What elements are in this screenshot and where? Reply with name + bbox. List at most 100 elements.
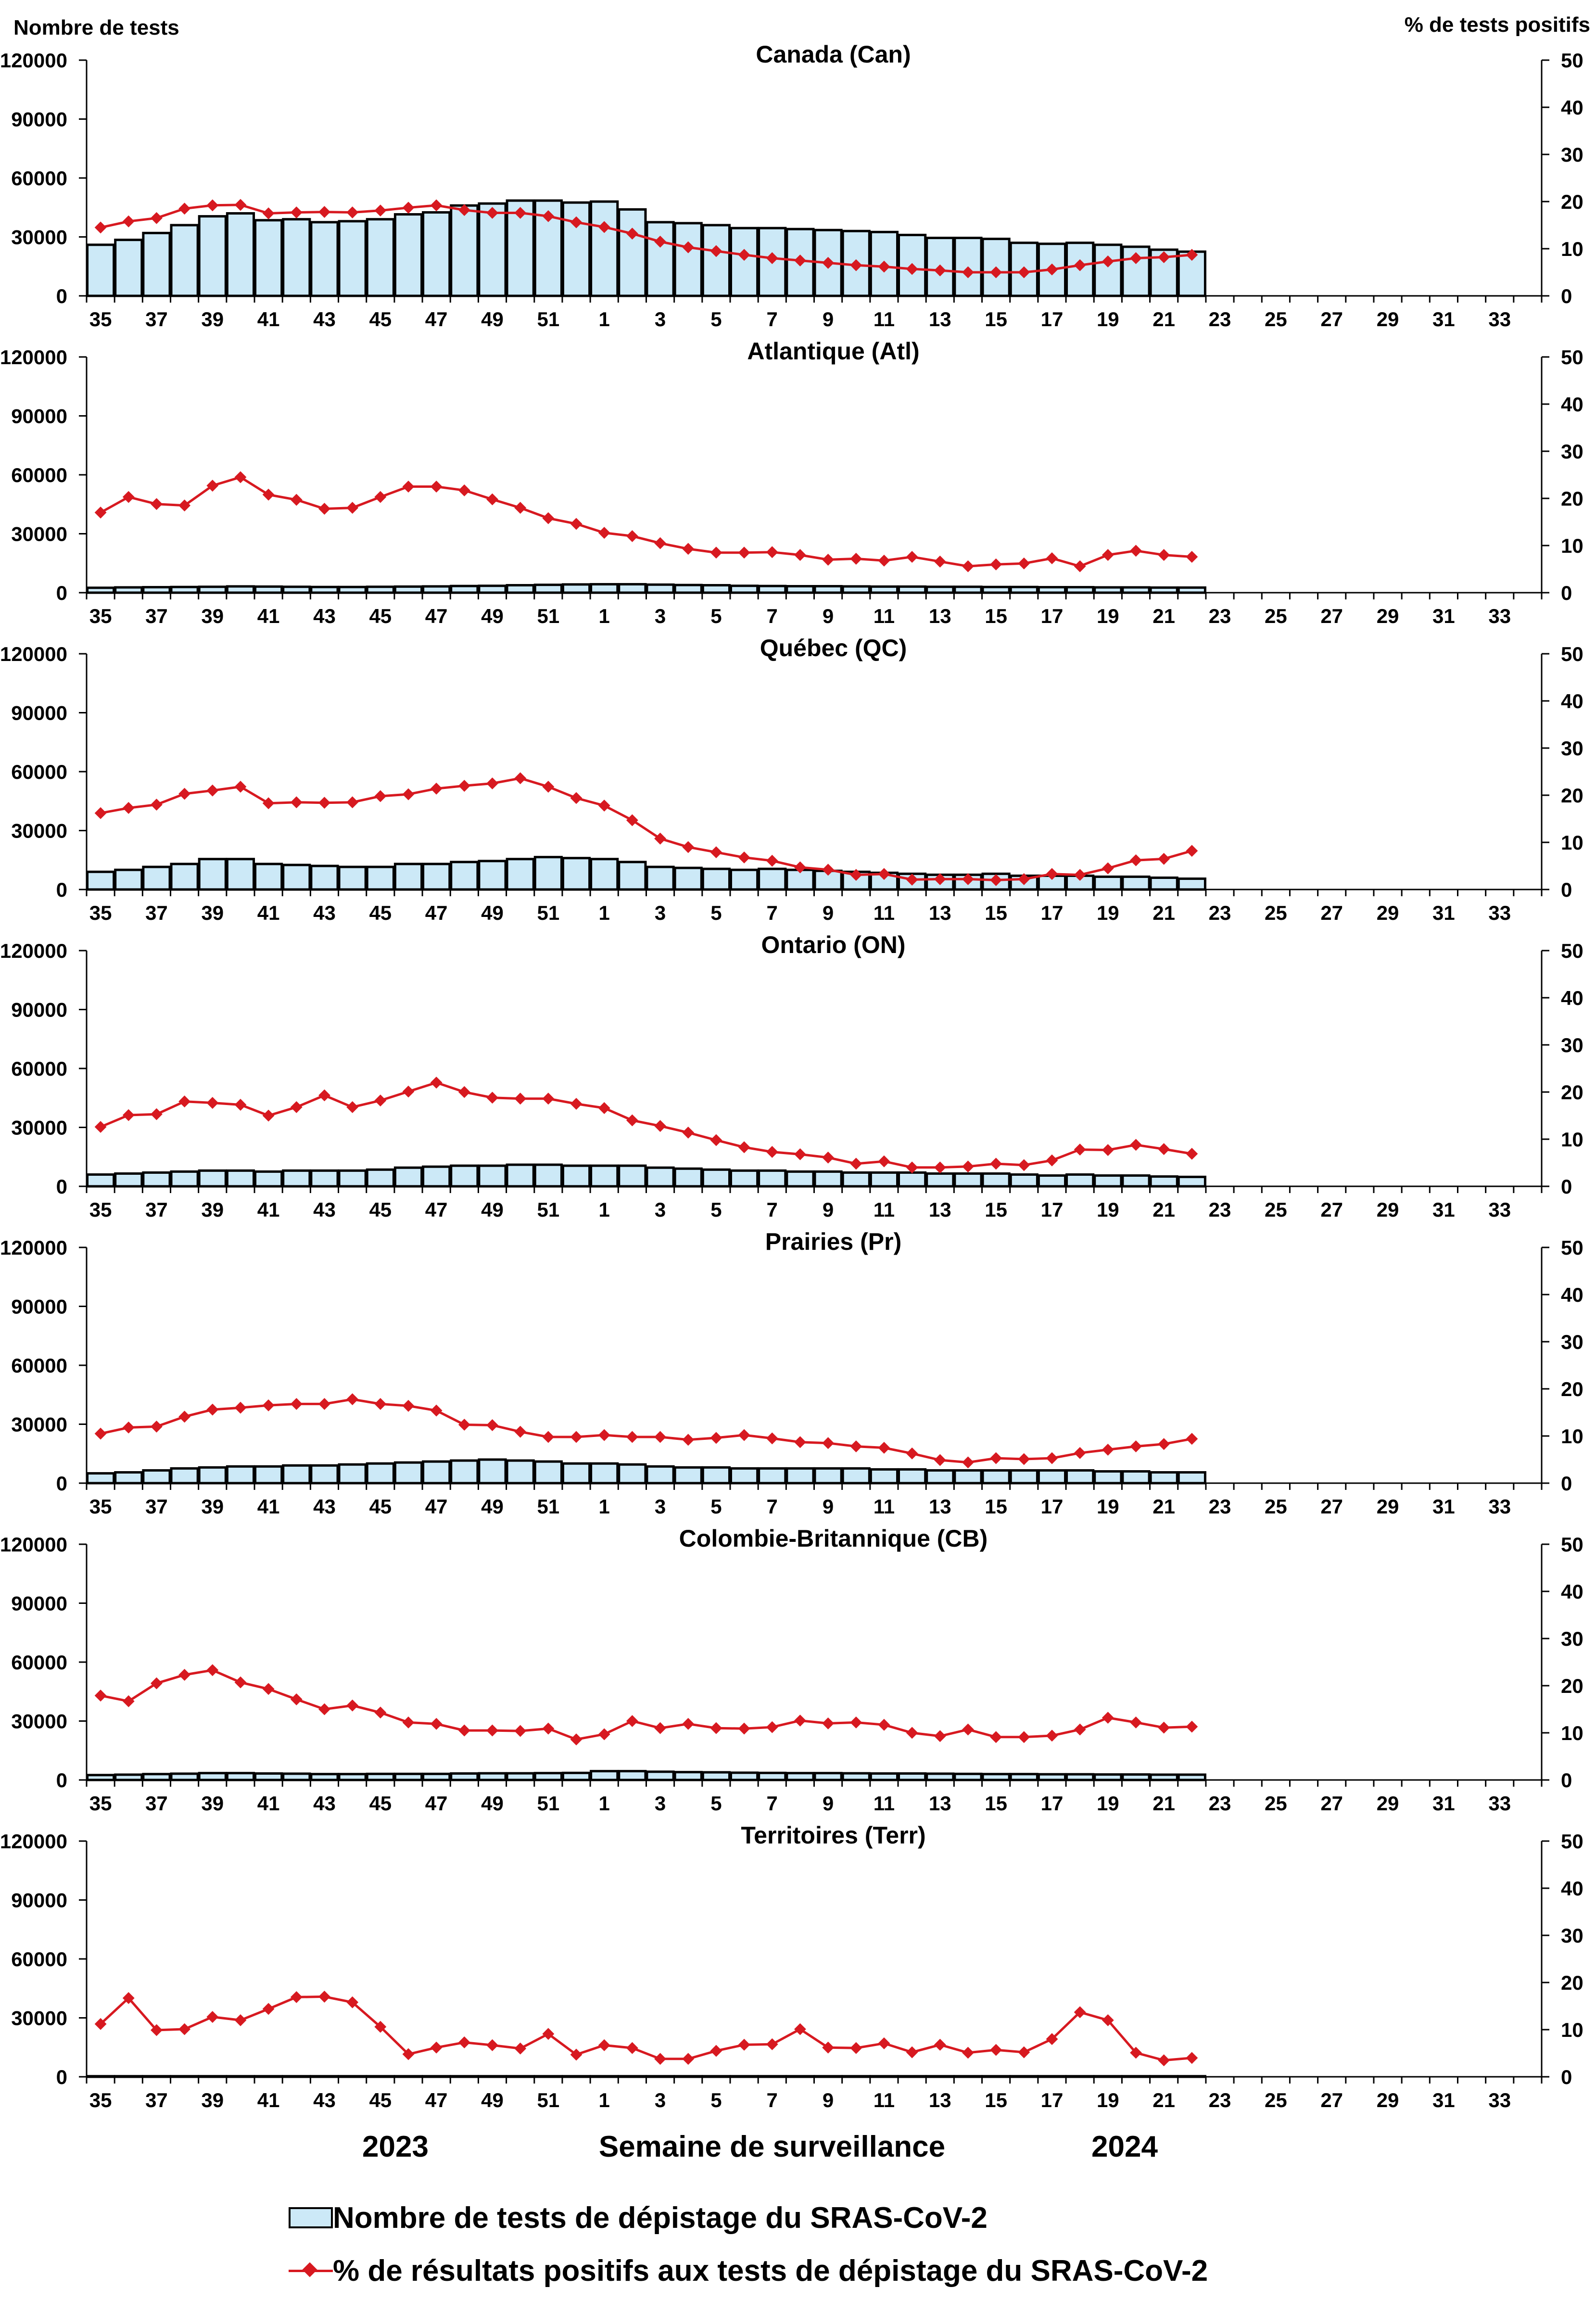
pct-positive-point: [822, 1717, 835, 1729]
test-count-bar: [142, 865, 171, 891]
pct-positive-point: [346, 1996, 359, 2008]
pct-positive-point: [1046, 263, 1058, 276]
y-left-tick-label: 120000: [0, 940, 67, 962]
test-count-bar: [1037, 1773, 1067, 1781]
test-count-bar: [310, 2075, 339, 2078]
y-left-tick-label: 30000: [11, 1413, 67, 1436]
pct-positive-point: [542, 512, 555, 524]
test-count-bar: [785, 2075, 815, 2078]
pct-positive-point: [1158, 1721, 1170, 1734]
test-count-bar: [1093, 1174, 1123, 1188]
test-count-bar: [450, 1164, 479, 1188]
test-count-bar: [393, 1772, 423, 1781]
test-count-bar: [478, 2075, 507, 2078]
test-count-bar: [1177, 877, 1206, 891]
x-tick-label: 27: [1320, 902, 1343, 924]
test-count-bar: [478, 1772, 507, 1781]
panel-title: Atlantique (Atl): [747, 338, 919, 365]
y-right-tick-label: 0: [1561, 1472, 1572, 1495]
test-count-bar: [142, 1469, 171, 1485]
y-right-tick-label: 40: [1561, 1877, 1583, 1900]
pct-positive-point: [850, 1440, 862, 1452]
pct-positive-point: [738, 2038, 750, 2051]
pct-positive-point: [234, 2014, 247, 2026]
pct-positive-point: [374, 204, 387, 217]
test-count-bar: [226, 1772, 255, 1781]
test-count-bar: [925, 1469, 955, 1485]
pct-positive-point: [906, 1161, 918, 1174]
test-count-bar: [561, 583, 591, 594]
test-count-bar: [590, 2075, 619, 2078]
y-right-tick-label: 40: [1561, 987, 1583, 1009]
x-tick-label: 31: [1432, 2089, 1455, 2111]
pct-positive-point: [822, 1437, 835, 1449]
test-count-bar: [366, 1772, 395, 1781]
test-count-bar: [254, 863, 283, 891]
y-left-tick-label: 90000: [11, 1889, 67, 1912]
pct-positive-point: [682, 543, 695, 555]
x-tick-label: 35: [89, 308, 112, 330]
x-tick-label: 37: [145, 1792, 168, 1815]
test-count-bar: [170, 224, 199, 297]
x-tick-label: 47: [425, 1198, 448, 1221]
pct-positive-point: [1018, 1159, 1030, 1171]
pct-positive-point: [570, 1431, 583, 1443]
test-count-bar: [898, 1171, 927, 1188]
test-count-bar: [86, 1173, 115, 1188]
test-count-bar: [561, 2075, 591, 2078]
line-swatch: [289, 2260, 333, 2281]
test-count-bar: [450, 1772, 479, 1781]
test-count-bar: [1177, 2075, 1206, 2078]
pct-positive-point: [430, 481, 443, 493]
test-count-bar: [478, 585, 507, 594]
pct-positive-point: [458, 484, 470, 496]
test-count-bar: [1065, 1173, 1095, 1188]
x-tick-label: 31: [1432, 605, 1455, 627]
y-left-tick-label: 90000: [11, 702, 67, 724]
x-tick-label: 5: [710, 1495, 722, 1518]
x-tick-label: 29: [1377, 902, 1399, 924]
x-tick-label: 11: [874, 902, 895, 924]
pct-positive-point: [486, 493, 498, 506]
pct-positive-point: [1018, 1453, 1030, 1465]
test-count-bar: [1093, 1773, 1123, 1781]
pct-positive-point: [1158, 2054, 1170, 2067]
pct-positive-point: [766, 2038, 778, 2050]
x-tick-label: 27: [1320, 1792, 1343, 1815]
pct-positive-point: [794, 1715, 806, 1727]
test-count-bar: [758, 585, 787, 594]
pct-positive-point: [122, 1109, 135, 1121]
test-count-bar: [86, 1472, 115, 1485]
x-tick-label: 7: [767, 1198, 778, 1221]
pct-positive-point: [234, 1676, 247, 1689]
x-tick-label: 15: [985, 1792, 1007, 1815]
test-count-bar: [533, 2075, 563, 2078]
pct-positive-point: [514, 772, 527, 785]
test-count-bar: [869, 2075, 899, 2078]
x-tick-label: 33: [1488, 1495, 1511, 1518]
x-tick-label: 45: [369, 902, 392, 924]
pct-positive-point: [878, 1442, 890, 1454]
pct-positive-point: [206, 480, 219, 492]
pct-positive-point: [1186, 551, 1198, 563]
pct-positive-point: [94, 506, 107, 519]
pct-positive-point: [906, 1447, 918, 1460]
test-count-bar: [1177, 1175, 1206, 1188]
panel-5: Colombie-Britannique (CB) 0 30000 60000 9000…: [0, 1525, 1583, 1815]
pct-positive-line: [100, 1081, 1192, 1169]
x-tick-label: 7: [767, 1495, 778, 1518]
x-tick-label: 33: [1488, 308, 1511, 330]
pct-positive-point: [374, 790, 387, 802]
pct-positive-point: [962, 560, 974, 572]
pct-positive-point: [710, 546, 722, 559]
test-count-bar: [114, 868, 143, 891]
test-count-bar: [729, 2075, 759, 2078]
pct-positive-point: [934, 264, 946, 277]
y-right-tick-label: 30: [1561, 1627, 1583, 1650]
test-count-bar: [813, 585, 843, 594]
pct-positive-point: [206, 1664, 219, 1677]
pct-positive-point: [290, 1991, 303, 2003]
y-left-tick-label: 0: [56, 285, 67, 307]
test-count-bar: [673, 584, 703, 594]
pct-positive-point: [934, 2038, 946, 2051]
